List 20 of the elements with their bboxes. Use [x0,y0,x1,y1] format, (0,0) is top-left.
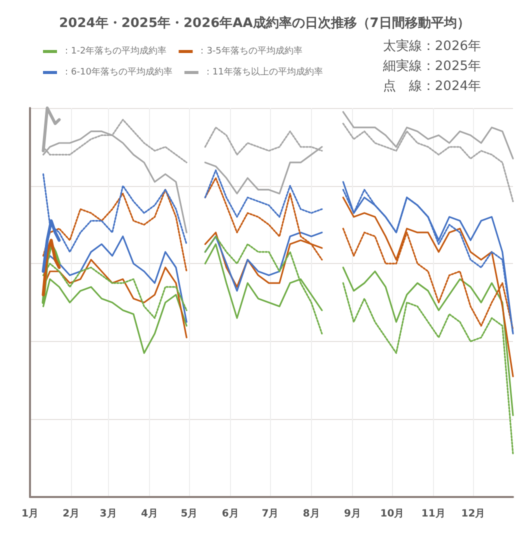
text: 細実線：2025年 [382,58,482,74]
legend-label: ：1-2年落ちの平均成約率 [62,46,167,56]
x-tick-label: 7月 [262,508,279,520]
x-tick-label: 8月 [302,508,320,520]
x-tick-label: 2月 [62,508,80,520]
x-tick-label: 11月 [421,508,446,520]
x-tick-label: 9月 [344,508,361,520]
text: 点 線：2024年 [382,79,482,94]
x-tick-label: 1月 [22,508,38,520]
legend-label: ：3-5年落ちの平均成約率 [198,46,302,56]
x-tick-label: 3月 [100,508,117,520]
legend-label: ：11年落ち以上の平均成約率 [203,66,323,78]
x-tick-label: 10月 [380,508,404,520]
chart-title: 2024年・2025年・2026年AA成約率の日次推移（7日間移動平均） [59,15,470,31]
x-tick-label: 12月 [461,508,486,520]
text: 太実線：2026年 [382,38,482,54]
x-tick-label: 4月 [140,508,158,520]
x-tick-label: 6月 [222,508,239,520]
legend-label: ：6-10年落ちの平均成約率 [62,66,172,78]
x-tick-label: 5月 [180,508,198,520]
